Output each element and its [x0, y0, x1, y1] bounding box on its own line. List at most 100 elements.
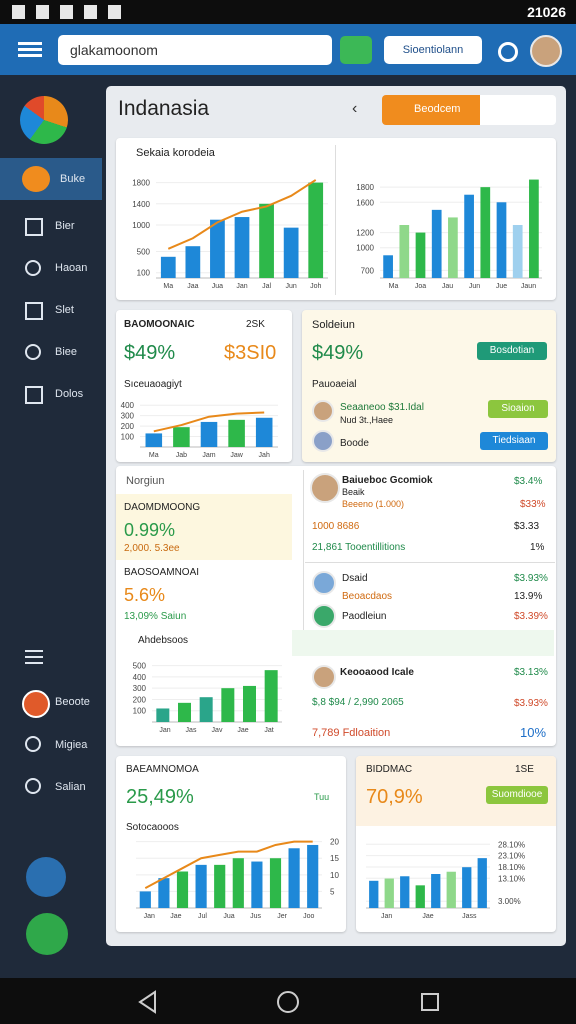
nav-item[interactable]: Slet	[55, 304, 74, 316]
avatar	[312, 604, 336, 628]
clock: 21026	[527, 4, 566, 20]
settings-button[interactable]	[498, 42, 518, 62]
nav-icon	[25, 650, 43, 666]
block-value: 0.99%	[124, 520, 176, 540]
nav-icon	[25, 386, 43, 404]
active-item-bg	[0, 158, 102, 200]
menu-button[interactable]	[18, 42, 42, 58]
nav-item[interactable]: Buke	[60, 173, 86, 185]
avatar	[312, 571, 336, 595]
list-name: Beoacdaos	[342, 591, 393, 602]
nav-item[interactable]: Beoote	[55, 696, 90, 708]
block-sub: 2,000. 5.3ee	[124, 543, 180, 554]
primary-button[interactable]	[382, 95, 480, 125]
nav-item[interactable]: Dolos	[55, 388, 84, 400]
list-name: Baiueboc Gcomiok	[342, 475, 433, 486]
list-name: Paodleiun	[342, 611, 387, 622]
logo	[20, 96, 68, 144]
card-tag: 1SE	[515, 764, 534, 775]
nav-item[interactable]: Bier	[55, 220, 75, 232]
list-value: $3.39%	[514, 611, 548, 622]
list-value: $3.13%	[514, 667, 548, 678]
block-title: DAOMDMOONG	[124, 502, 201, 513]
avatar	[312, 665, 336, 689]
block-sub: 13,09% Saiun	[124, 611, 187, 622]
list-value: $3.93%	[514, 698, 548, 709]
back-button[interactable]	[138, 990, 156, 1014]
list-value: 13.9%	[514, 591, 543, 602]
chart-card	[116, 756, 346, 932]
divider	[335, 145, 336, 295]
list-note: Beeeno (1.000)	[342, 499, 405, 509]
divider	[305, 562, 555, 563]
section-title: Pauoaeial	[312, 379, 357, 390]
item-name: Seaaneoo $31.Idal	[340, 402, 424, 413]
card-title: Soldeiun	[312, 319, 355, 331]
card-tag: Tuu	[314, 792, 330, 802]
list-sub: Beaik	[342, 487, 365, 497]
stat-value: $3SI0	[224, 342, 277, 364]
nav-item[interactable]: Salian	[55, 781, 86, 793]
card-subtitle: Sıceuaoagiyt	[124, 379, 182, 390]
fab[interactable]	[26, 913, 68, 955]
list-value: $3.4%	[514, 476, 543, 487]
chart-title: Ahdebsoos	[138, 635, 189, 646]
card-value: 70,9%	[366, 786, 423, 808]
item-button[interactable]: Sioaion	[488, 400, 548, 418]
list-name: 1000 8686	[312, 521, 360, 532]
primary-button-label: Beodcem	[414, 103, 461, 115]
avatar	[310, 473, 340, 503]
avatar[interactable]	[530, 35, 562, 67]
chart-title: Sekaia korodeia	[136, 147, 215, 159]
nav-item[interactable]: Haoan	[55, 262, 88, 274]
summary-title: Norgiun	[126, 475, 165, 487]
recent-button[interactable]	[421, 993, 439, 1011]
nav-bar	[0, 978, 576, 1024]
search-box[interactable]	[58, 35, 332, 65]
stat-value: $49%	[124, 342, 176, 364]
dropdown[interactable]	[480, 95, 556, 125]
card-value: 25,49%	[126, 786, 194, 808]
nav-icon	[25, 344, 41, 360]
header-button[interactable]: Sioentiolann	[384, 36, 482, 64]
list-name: $,8 $94 / 2,990 2065	[312, 697, 404, 708]
action-button[interactable]	[340, 36, 372, 64]
fab[interactable]	[26, 857, 66, 897]
status-icons	[12, 5, 132, 19]
card-title: BAEAMNOMOA	[126, 764, 199, 775]
card-tag: 2SK	[246, 319, 265, 330]
home-button[interactable]	[277, 991, 299, 1013]
nav-icon	[25, 778, 41, 794]
card-button[interactable]: Suomdiooe	[486, 786, 548, 804]
block-bg	[116, 494, 292, 560]
card-button[interactable]: Bosdotian	[477, 342, 547, 360]
item-button[interactable]: Tiedsiaan	[480, 432, 548, 450]
list-value: $3.33	[514, 521, 540, 532]
nav-icon	[25, 302, 43, 320]
item-name: Boode	[340, 438, 369, 449]
list-name: 7,789 Fdloaition	[312, 727, 391, 739]
card-title: BIDDMAC	[366, 764, 413, 775]
list-value: 10%	[520, 725, 547, 740]
avatar	[312, 430, 334, 452]
search-text: glakamoonom	[70, 42, 158, 58]
nav-item[interactable]: Migiea	[55, 739, 88, 751]
card-subtitle: Sotocaooos	[126, 822, 179, 833]
list-name: Dsaid	[342, 573, 368, 584]
row-bg	[292, 630, 554, 656]
chart-card	[116, 138, 556, 300]
nav-icon	[25, 260, 41, 276]
nav-buttons	[138, 990, 439, 1014]
nav-icon	[25, 218, 43, 236]
block-title: BAOSOAMNOAI	[124, 567, 200, 578]
nav-icon	[25, 736, 41, 752]
list-name: Keooaood Icale	[340, 667, 414, 678]
page-title: Indanasia	[118, 97, 210, 120]
back-chevron[interactable]: ‹	[352, 100, 358, 117]
divider	[303, 470, 304, 630]
stat-value: $49%	[312, 342, 364, 364]
active-item-icon	[22, 166, 50, 192]
list-value: 1%	[530, 542, 545, 553]
nav-item[interactable]: Biee	[55, 346, 78, 358]
